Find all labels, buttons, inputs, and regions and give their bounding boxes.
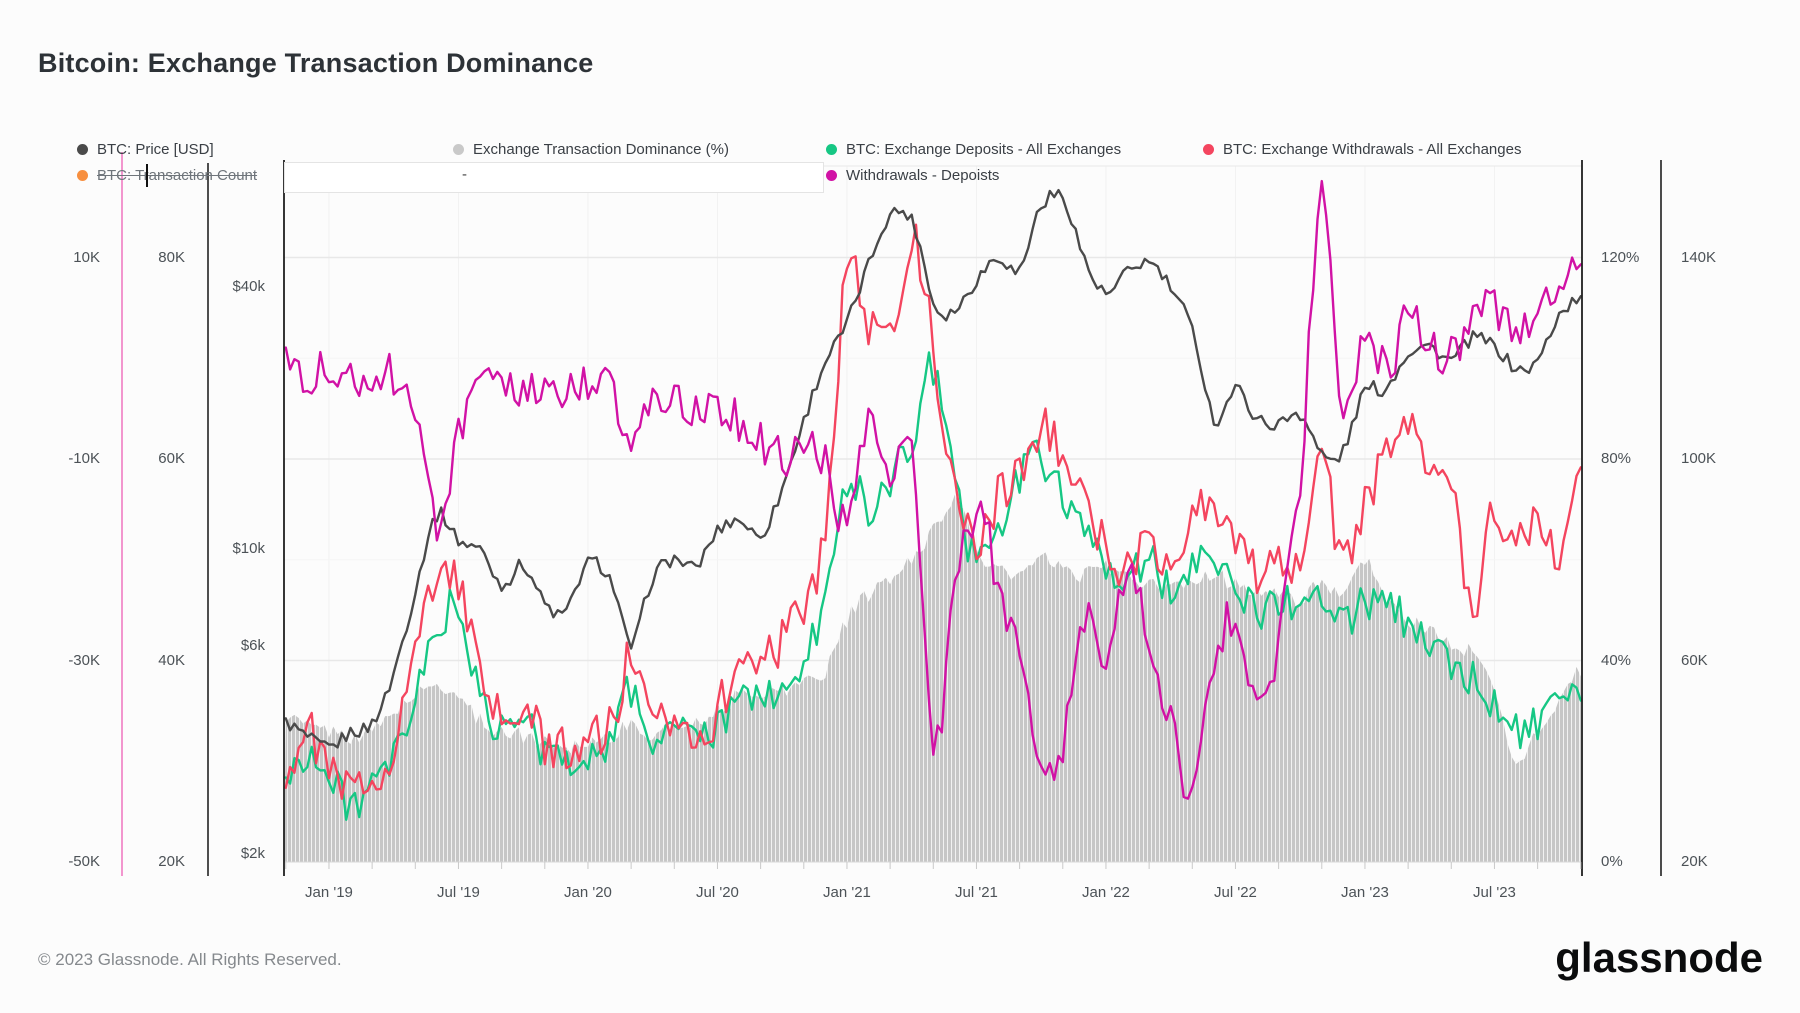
ytick-netflow: -10K bbox=[68, 450, 100, 467]
legend-dot-icon bbox=[826, 169, 837, 181]
legend-item-tx-count[interactable]: BTC: Transaction Count bbox=[77, 166, 258, 184]
xtick-label: Jan '23 bbox=[1340, 884, 1389, 901]
legend-label: Exchange Transaction Dominance (%) bbox=[473, 140, 729, 158]
copyright-text: © 2023 Glassnode. All Rights Reserved. bbox=[38, 950, 342, 969]
ytick-price: $40k bbox=[232, 278, 265, 295]
ytick-percent: 120% bbox=[1601, 248, 1640, 266]
series-price-line bbox=[284, 188, 1582, 749]
ytick-netflow: -30K bbox=[68, 651, 100, 669]
xtick-label: Jul '20 bbox=[696, 884, 739, 901]
ytick-volume: 20K bbox=[158, 853, 185, 870]
legend-label: Withdrawals - Depoists bbox=[846, 166, 1000, 184]
ytick-count: 100K bbox=[1681, 450, 1717, 467]
text-cursor bbox=[146, 164, 148, 187]
legend-item-btc-price[interactable]: BTC: Price [USD] bbox=[77, 140, 214, 158]
ytick-count: 140K bbox=[1681, 248, 1717, 266]
legend-empty-slot[interactable] bbox=[284, 162, 824, 193]
xtick-label: Jan '21 bbox=[823, 884, 871, 901]
legend-item-dominance[interactable]: Exchange Transaction Dominance (%) bbox=[453, 140, 729, 158]
plot-area[interactable] bbox=[284, 166, 1582, 862]
xtick-label: Jan '19 bbox=[305, 884, 353, 901]
legend-dot-icon bbox=[1203, 143, 1214, 155]
ytick-volume: 80K bbox=[158, 248, 185, 266]
page-title: Bitcoin: Exchange Transaction Dominance bbox=[38, 48, 594, 78]
xtick-label: Jul '22 bbox=[1213, 884, 1257, 901]
ytick-volume: 60K bbox=[158, 450, 185, 467]
ytick-percent: 80% bbox=[1601, 450, 1632, 467]
ytick-price: $6k bbox=[240, 637, 265, 655]
legend-item-deposits[interactable]: BTC: Exchange Deposits - All Exchanges bbox=[826, 140, 1122, 158]
series-netflow-line bbox=[284, 179, 1582, 800]
series-withdrawals-line bbox=[284, 223, 1582, 800]
legend-label: BTC: Exchange Deposits - All Exchanges bbox=[846, 140, 1122, 158]
legend-item-withdrawals[interactable]: BTC: Exchange Withdrawals - All Exchange… bbox=[1203, 140, 1522, 158]
ytick-price: $10k bbox=[232, 540, 265, 558]
ytick-netflow: 10K bbox=[73, 248, 100, 266]
xtick-label: Jan '20 bbox=[564, 884, 612, 901]
legend-label: BTC: Exchange Withdrawals - All Exchange… bbox=[1223, 140, 1522, 158]
xtick-label: Jul '19 bbox=[437, 884, 480, 901]
xtick-label: Jan '22 bbox=[1082, 884, 1130, 901]
series-dominance-area bbox=[284, 494, 1582, 862]
legend-dot-icon bbox=[826, 143, 837, 155]
legend-dot-icon bbox=[77, 169, 88, 181]
legend-dot-icon bbox=[453, 143, 464, 155]
ytick-count: 20K bbox=[1681, 853, 1708, 870]
ytick-price: $2k bbox=[240, 845, 265, 862]
xtick-label: Jul '21 bbox=[955, 884, 998, 901]
ytick-percent: 40% bbox=[1601, 651, 1632, 669]
legend-empty-slot-value: - bbox=[462, 166, 467, 183]
ytick-count: 60K bbox=[1681, 651, 1708, 669]
legend-dot-icon bbox=[77, 143, 88, 155]
series-deposits-line bbox=[284, 351, 1582, 821]
xtick-label: Jul '23 bbox=[1472, 884, 1516, 901]
ytick-volume: 40K bbox=[158, 651, 185, 669]
glassnode-logo: glassnode bbox=[1555, 934, 1763, 981]
legend-label: BTC: Transaction Count bbox=[97, 166, 258, 184]
ytick-percent: 0% bbox=[1601, 853, 1623, 870]
legend-label: BTC: Price [USD] bbox=[97, 140, 214, 158]
legend-item-net-flow[interactable]: Withdrawals - Depoists bbox=[826, 166, 1000, 184]
ytick-netflow: -50K bbox=[68, 853, 100, 870]
